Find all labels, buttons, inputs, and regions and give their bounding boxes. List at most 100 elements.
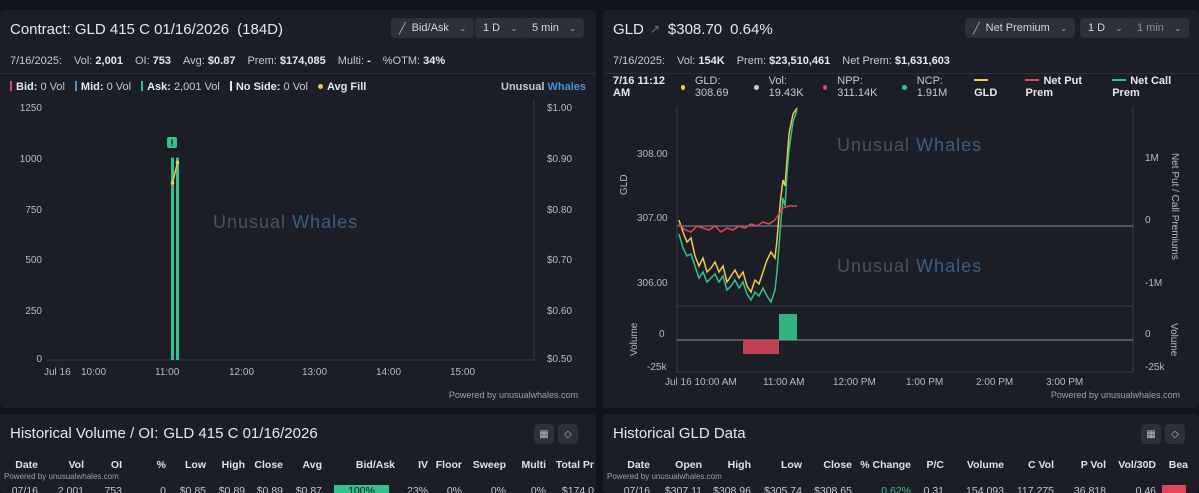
legend-mid[interactable]: Mid: 0 Vol	[74, 81, 131, 93]
info-gld: GLD: 308.69	[694, 75, 729, 99]
col-header[interactable]: Close	[823, 459, 852, 471]
external-link-icon[interactable]: ↗	[649, 22, 660, 36]
y-tick: 250	[25, 306, 42, 317]
col-header[interactable]: %	[156, 459, 166, 471]
legend-ask[interactable]: Ask: 2,001 Vol	[141, 81, 220, 93]
col-header[interactable]: High	[727, 459, 751, 471]
y-tick: 0	[36, 354, 42, 365]
legend-avgfill[interactable]: Avg Fill	[318, 81, 366, 93]
alert-marker[interactable]	[167, 137, 177, 148]
legend-bid[interactable]: Bid: 0 Vol	[10, 81, 65, 93]
col-header[interactable]: Avg	[302, 459, 322, 471]
col-header[interactable]: Volume	[966, 459, 1004, 471]
powered-by[interactable]: Powered by unusualwhales.com	[1050, 390, 1180, 400]
col-header[interactable]: Floor	[435, 459, 462, 471]
contract-name[interactable]: GLD 415 C 01/16/2026	[74, 20, 230, 38]
multi-value: -	[367, 54, 371, 67]
legend-gld[interactable]: GLD	[974, 75, 1009, 99]
y-tick: 307.00	[637, 213, 668, 224]
powered-by[interactable]: Powered by unusualwhales.com	[607, 472, 722, 481]
ticker-symbol[interactable]: GLD	[613, 20, 644, 38]
info-ncp: NCP: 1.91M	[916, 75, 948, 99]
y-tick: 1250	[19, 103, 42, 114]
ticker-range-select[interactable]: 1 D ⌄	[1080, 18, 1131, 38]
legend-noside[interactable]: No Side: 0 Vol	[229, 81, 308, 93]
historical-volume-title: Historical Volume / OI:	[10, 424, 159, 442]
vol-right-tick: 0	[1145, 329, 1151, 340]
table-icon[interactable]: ▦	[534, 424, 554, 444]
col-header[interactable]: Low	[781, 459, 802, 471]
chevron-down-icon: ⌄	[458, 22, 467, 33]
stats-date: 7/16/2025:	[10, 54, 62, 67]
ticker-netprem-value: $1,631,603	[894, 54, 950, 67]
range-value: 1 D	[483, 22, 501, 34]
col-header[interactable]: High	[221, 459, 245, 471]
col-header[interactable]: P/C	[926, 459, 944, 471]
x-tick: Jul 16	[44, 367, 71, 378]
chevron-down-icon: ⌄	[1115, 22, 1123, 33]
y-tick: 1000	[19, 154, 42, 165]
y-right-tick: $0.60	[547, 306, 573, 317]
col-header[interactable]: Bea	[1168, 459, 1188, 471]
table-row[interactable]: 07/16 $307.11 $308.96 $305.74 $308.65 0.…	[603, 484, 1188, 493]
bid-ask-bar: 100%	[334, 485, 389, 493]
ask-volume-bar[interactable]	[171, 157, 174, 360]
prem-value: $174,085	[279, 54, 326, 67]
ticker-change: 0.64%	[730, 20, 773, 38]
col-header[interactable]: C Vol	[1027, 459, 1054, 471]
y-right-tick: $1.00	[547, 103, 573, 114]
ticker-interval-select[interactable]: 1 min ⌄	[1129, 18, 1190, 38]
col-header[interactable]: Sweep	[472, 459, 506, 471]
avg-fill-point[interactable]	[170, 181, 175, 185]
x-tick: 12:00 PM	[833, 377, 876, 388]
chevron-down-icon: ⌄	[1059, 22, 1068, 33]
col-header[interactable]: Open	[675, 459, 702, 471]
y-tick: 308.00	[637, 149, 668, 160]
y-right-tick: $0.70	[547, 255, 573, 266]
col-header[interactable]: Close	[254, 459, 283, 471]
otm-label: %OTM:	[382, 54, 421, 67]
interval-select[interactable]: 5 min ⌄	[524, 18, 585, 38]
y-right-tick: $0.90	[547, 154, 573, 165]
otm-value: 34%	[423, 54, 446, 67]
col-header[interactable]: % Change	[860, 459, 911, 471]
legend-netput[interactable]: Net Put Prem	[1025, 75, 1082, 99]
col-header[interactable]: IV	[418, 459, 428, 471]
premium-mode-select[interactable]: ╱ Net Premium ⌄	[965, 18, 1076, 38]
col-header[interactable]: OI	[110, 459, 122, 471]
expand-icon[interactable]: ◇	[1165, 424, 1185, 444]
table-row[interactable]: 07/16 2,001 753 0 $0.85 $0.89 $0.89 $0.8…	[0, 484, 594, 493]
x-tick: 12:00	[229, 367, 255, 378]
col-header[interactable]: Date	[627, 459, 650, 471]
vol-value: 2,001	[95, 54, 123, 67]
legend-netcall[interactable]: Net Call Prem	[1112, 75, 1172, 99]
col-header[interactable]: Vol/30D	[1118, 459, 1156, 471]
chevron-down-icon: ⌄	[510, 22, 518, 33]
historical-volume-contract[interactable]: GLD 415 C 01/16/2026	[163, 424, 318, 442]
mode-select[interactable]: ╱ Bid/Ask ⌄	[391, 18, 475, 38]
col-header[interactable]: Total Pr	[555, 459, 594, 471]
historical-volume-panel: Historical Volume / OI: GLD 415 C 01/16/…	[0, 414, 596, 493]
historical-volume-columns: Date Vol OI % Low High Close Avg Bid/Ask…	[0, 454, 594, 476]
info-vol: Vol: 19.43K	[768, 75, 804, 99]
col-header[interactable]: Bid/Ask	[355, 459, 395, 471]
range-select[interactable]: 1 D ⌄	[475, 18, 526, 38]
y-right-tick: 0	[1145, 215, 1151, 226]
ask-volume-bar[interactable]	[176, 157, 179, 360]
col-header[interactable]: Date	[15, 459, 38, 471]
powered-by[interactable]: Powered by unusualwhales.com	[448, 390, 578, 400]
ticker-price: $308.70	[667, 20, 723, 38]
table-icon[interactable]: ▦	[1141, 424, 1161, 444]
bearish-bar	[1162, 484, 1186, 493]
avg-fill-point[interactable]	[175, 160, 180, 165]
col-header[interactable]: P Vol	[1080, 459, 1106, 471]
x-tick: 14:00	[376, 367, 402, 378]
ticker-interval-value: 1 min	[1137, 22, 1164, 34]
col-header[interactable]: Multi	[521, 459, 547, 471]
vol-tick: -25k	[647, 362, 667, 373]
powered-by[interactable]: Powered by unusualwhales.com	[4, 472, 119, 481]
col-header[interactable]: Vol	[68, 459, 84, 471]
volume-axis-label: Volume	[629, 322, 640, 356]
expand-icon[interactable]: ◇	[558, 424, 578, 444]
col-header[interactable]: Low	[185, 459, 206, 471]
